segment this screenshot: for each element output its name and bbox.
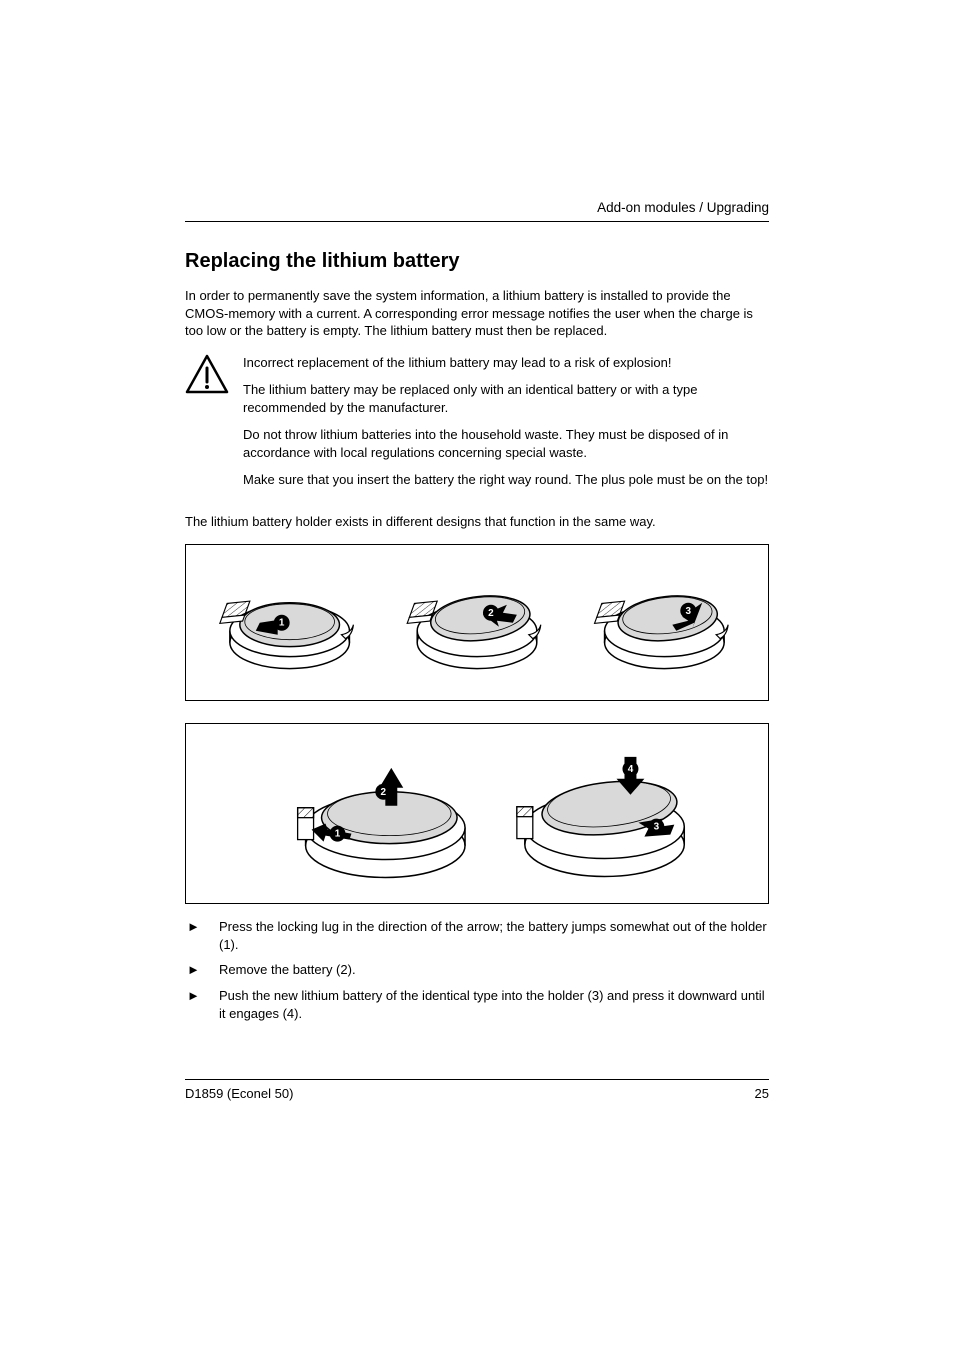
step-2-text: Remove the battery (2). [219,961,769,979]
warning-text: Incorrect replacement of the lithium bat… [243,354,769,499]
warning-line-1: Incorrect replacement of the lithium bat… [243,354,769,372]
after-warning-paragraph: The lithium battery holder exists in dif… [185,513,769,531]
step-bullet-icon: ► [185,987,201,1022]
footer-page-number: 25 [755,1086,769,1101]
figure2-label-3: 3 [654,822,660,833]
step-1: ► Press the locking lug in the direction… [185,918,769,953]
step-3-text: Push the new lithium battery of the iden… [219,987,769,1022]
running-head: Add-on modules / Upgrading [185,200,769,221]
step-1-text: Press the locking lug in the direction o… [219,918,769,953]
warning-line-4: Make sure that you insert the battery th… [243,471,769,489]
footer-left: D1859 (Econel 50) [185,1086,293,1101]
step-3: ► Push the new lithium battery of the id… [185,987,769,1022]
figure-2: 1 2 [185,723,769,904]
figure2-label-1: 1 [335,829,341,840]
steps: ► Press the locking lug in the direction… [185,918,769,1022]
warning-triangle-icon [185,354,229,394]
figure1-label-2: 2 [488,608,494,619]
header-rule [185,221,769,222]
figure2-label-2: 2 [381,787,387,798]
footer: D1859 (Econel 50) 25 [185,1079,769,1101]
figure1-label-1: 1 [279,618,285,629]
warning-line-2: The lithium battery may be replaced only… [243,381,769,416]
step-2: ► Remove the battery (2). [185,961,769,979]
page: Add-on modules / Upgrading Replacing the… [0,0,954,1351]
section-title: Replacing the lithium battery [185,250,769,273]
warning-line-3: Do not throw lithium batteries into the … [243,426,769,461]
step-bullet-icon: ► [185,961,201,979]
footer-rule [185,1079,769,1080]
figure1-label-3: 3 [685,606,691,617]
step-bullet-icon: ► [185,918,201,953]
figure2-label-4: 4 [628,764,634,775]
figure-1: 1 [185,544,769,700]
intro-paragraph: In order to permanently save the system … [185,287,769,340]
warning-block: Incorrect replacement of the lithium bat… [185,354,769,499]
